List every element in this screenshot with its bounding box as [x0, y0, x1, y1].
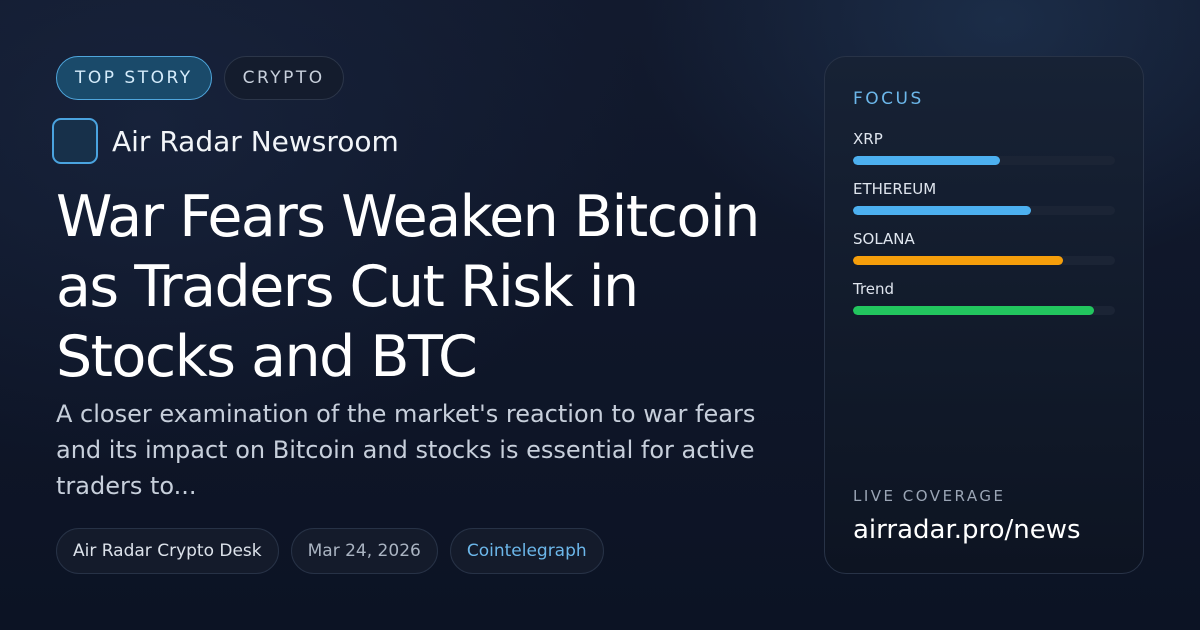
focus-meter-trend: Trend [853, 279, 1115, 315]
meter-label: Trend [853, 280, 895, 298]
author-chip[interactable]: Air Radar Crypto Desk [56, 528, 279, 574]
meter-track [853, 256, 1115, 265]
live-coverage-label: LIVE COVERAGE [853, 487, 1006, 505]
focus-panel: FOCUS XRP ETHEREUM SOLANA Trend LIVE COV… [824, 56, 1144, 574]
meter-fill [853, 306, 1095, 315]
tag-crypto[interactable]: CRYPTO [223, 56, 344, 100]
source-chip[interactable]: Cointelegraph [449, 528, 604, 574]
meter-label: ETHEREUM [853, 180, 937, 198]
meter-label: XRP [853, 130, 883, 148]
meter-track [853, 156, 1115, 165]
tag-list: TOP STORY CRYPTO [56, 56, 344, 100]
meter-track [853, 306, 1115, 315]
date-chip: Mar 24, 2026 [290, 528, 438, 574]
tag-top-story[interactable]: TOP STORY [56, 56, 212, 100]
focus-meter-ethereum: ETHEREUM [853, 179, 1115, 215]
article-headline: War Fears Weaken Bitcoin as Traders Cut … [56, 184, 760, 390]
live-coverage-link[interactable]: airradar.pro/news [853, 515, 1081, 545]
article-summary: A closer examination of the market's rea… [56, 400, 756, 500]
newsroom-logo-icon [52, 118, 98, 164]
newsroom-header: Air Radar Newsroom [52, 118, 399, 164]
meter-fill [853, 256, 1063, 265]
meter-fill [853, 206, 1032, 215]
article-meta: Air Radar Crypto Desk Mar 24, 2026 Coint… [56, 528, 604, 574]
meter-fill [853, 156, 1000, 165]
meter-track [853, 206, 1115, 215]
newsroom-name: Air Radar Newsroom [112, 124, 399, 158]
focus-meter-xrp: XRP [853, 129, 1115, 165]
focus-meter-solana: SOLANA [853, 229, 1115, 265]
focus-title: FOCUS [853, 89, 924, 109]
meter-label: SOLANA [853, 230, 915, 248]
